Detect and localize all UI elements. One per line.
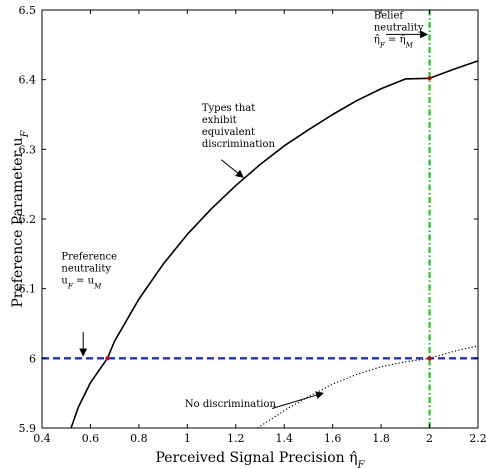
series-line-solid (70, 60, 479, 429)
x-tick-label: 2.2 (469, 432, 486, 445)
x-tick-label: 1.8 (372, 432, 390, 445)
series-line-dotted (257, 345, 479, 429)
y-tick-label: 6.2 (19, 213, 37, 226)
x-tick-label: 1 (184, 432, 191, 445)
x-tick-label: 1.2 (227, 432, 245, 445)
intersection-marker-2 (427, 76, 432, 81)
annotation-line: neutrality (61, 263, 111, 274)
x-tick-label: 0.4 (33, 432, 51, 445)
annotation-line: Preference (61, 251, 117, 262)
x-tick-label: 1.4 (275, 432, 293, 445)
y-tick-label: 6 (29, 352, 36, 365)
x-tick-label: 1.6 (324, 432, 342, 445)
y-axis-label: Preference Parameter uF (10, 129, 31, 307)
intersection-marker-3 (427, 356, 432, 361)
annotation-arrow (271, 391, 324, 409)
y-tick-label: 5.9 (19, 422, 37, 435)
annotation-line: discrimination (202, 139, 276, 150)
plot-frame (41, 9, 479, 429)
annotation-line: η̂F = η̂M (374, 34, 414, 49)
annotation-line: equivalent (202, 127, 255, 138)
y-tick-label: 6.4 (19, 74, 37, 87)
annotation-line: neutrality (374, 22, 424, 33)
y-tick-label: 6.1 (19, 283, 37, 296)
intersection-marker-1 (105, 356, 110, 361)
x-tick-label: 0.6 (82, 432, 100, 445)
annotation-line: No discrimination (185, 399, 277, 410)
y-tick-label: 6.5 (19, 4, 37, 17)
annotation-nodisc: No discrimination (185, 391, 324, 410)
x-tick-label: 2 (426, 432, 433, 445)
annotation-line: Types that (202, 103, 255, 114)
annotation-line: Belief (374, 10, 405, 21)
annotation-line: exhibit (202, 115, 237, 126)
annotation-line: uF = uM (61, 275, 102, 290)
x-axis-label: Perceived Signal Precision η̂F (156, 450, 366, 468)
x-tick-label: 0.8 (130, 432, 148, 445)
y-tick-label: 6.3 (19, 143, 37, 156)
annotation-types: Types thatexhibitequivalentdiscriminatio… (202, 103, 276, 178)
annotation-arrow (220, 159, 244, 178)
